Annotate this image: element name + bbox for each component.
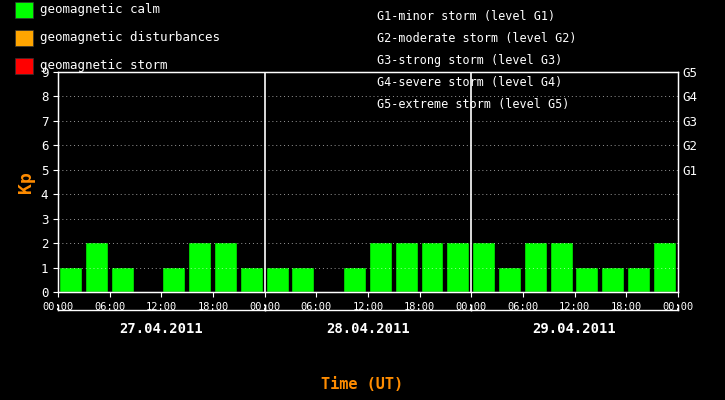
Text: 28.04.2011: 28.04.2011 [326,322,410,336]
Text: Time (UT): Time (UT) [321,377,404,392]
Bar [189,243,211,292]
Bar [628,268,650,292]
Text: G4-severe storm (level G4): G4-severe storm (level G4) [377,76,563,89]
Bar [421,243,444,292]
Bar [447,243,469,292]
Bar [163,268,185,292]
Bar [344,268,366,292]
Bar [654,243,676,292]
Bar [112,268,133,292]
Y-axis label: Kp: Kp [17,171,36,193]
Bar [499,268,521,292]
Bar [86,243,108,292]
Bar [215,243,237,292]
Text: G3-strong storm (level G3): G3-strong storm (level G3) [377,54,563,67]
Bar [473,243,495,292]
Bar [602,268,624,292]
Text: G1-minor storm (level G1): G1-minor storm (level G1) [377,10,555,23]
Bar [292,268,315,292]
Bar [60,268,82,292]
Bar [396,243,418,292]
Bar [525,243,547,292]
Bar [551,243,573,292]
Text: G5-extreme storm (level G5): G5-extreme storm (level G5) [377,98,569,111]
Text: geomagnetic disturbances: geomagnetic disturbances [40,32,220,44]
Bar [241,268,262,292]
Bar [576,268,598,292]
Text: geomagnetic calm: geomagnetic calm [40,4,160,16]
Text: 29.04.2011: 29.04.2011 [533,322,616,336]
Text: 27.04.2011: 27.04.2011 [120,322,203,336]
Bar [267,268,289,292]
Text: geomagnetic storm: geomagnetic storm [40,60,167,72]
Text: G2-moderate storm (level G2): G2-moderate storm (level G2) [377,32,576,45]
Bar [370,243,392,292]
